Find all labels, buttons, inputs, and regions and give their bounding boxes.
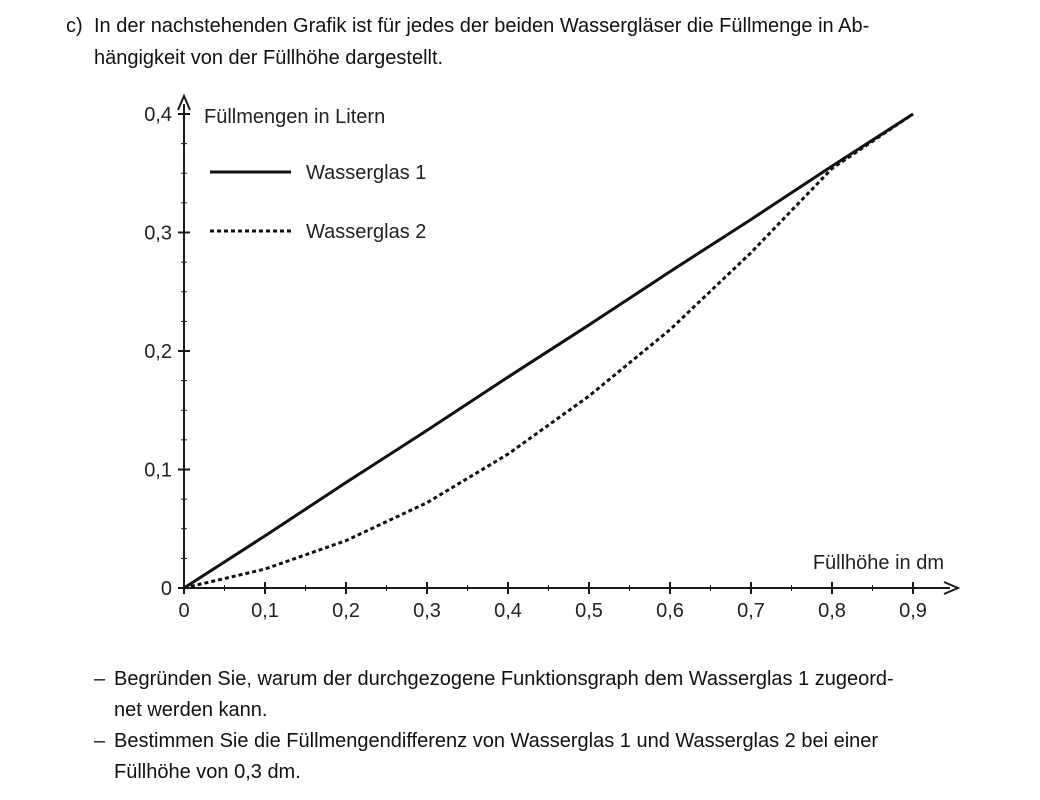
x-tick-label: 0,9 [899, 600, 927, 622]
x-major-ticks [183, 582, 914, 594]
task-2-line-2: Füllhöhe von 0,3 dm. [114, 761, 301, 783]
x-tick-label: 0,2 [332, 600, 360, 622]
x-axis-arrow [943, 581, 961, 595]
y-axis-arrow [177, 93, 191, 111]
task-item-1: – Begründen Sie, warum der durchgezogene… [94, 664, 1014, 726]
y-tick-label: 0 [161, 578, 172, 600]
intro-line-2: hängigkeit von der Füllhöhe dargestellt. [94, 47, 444, 69]
legend: Wasserglas 1 Wasserglas 2 [210, 162, 426, 243]
intro-line-1: In der nachstehenden Grafik ist für jede… [94, 15, 870, 37]
y-tick-labels: 0 0,1 0,2 0,3 0,4 [144, 104, 172, 600]
x-tick-label: 0,7 [737, 600, 765, 622]
legend-label-wasserglas-2: Wasserglas 2 [306, 221, 426, 243]
y-tick-label: 0,2 [144, 341, 172, 363]
series-line-wasserglas-2 [183, 112, 914, 590]
task-label: c) [66, 15, 83, 37]
x-axis-label: Füllhöhe in dm [813, 552, 944, 574]
x-tick-label: 0,3 [413, 600, 441, 622]
x-tick-label: 0,4 [494, 600, 522, 622]
task-list: – Begründen Sie, warum der durchgezogene… [94, 664, 1014, 788]
task-item-2: – Bestimmen Sie die Füllmengendifferenz … [94, 726, 1014, 788]
task-1-line-2: net werden kann. [114, 699, 268, 721]
x-tick-label: 0,8 [818, 600, 846, 622]
x-tick-label: 0 [178, 600, 189, 622]
y-tick-label: 0,3 [144, 223, 172, 245]
y-tick-label: 0,1 [144, 460, 172, 482]
x-tick-label: 0,5 [575, 600, 603, 622]
task-dash: – [94, 668, 106, 690]
y-axis-label: Füllmengen in Litern [204, 106, 385, 128]
task-1-line-1: Begründen Sie, warum der durchgezogene F… [114, 668, 894, 690]
series-line-wasserglas-1 [183, 112, 914, 590]
legend-label-wasserglas-1: Wasserglas 1 [306, 162, 426, 184]
task-dash: – [94, 730, 106, 752]
y-tick-label: 0,4 [144, 104, 172, 126]
x-tick-label: 0,6 [656, 600, 684, 622]
x-tick-labels: 0 0,1 0,2 0,3 0,4 0,5 0,6 0,7 0,8 0,9 [178, 600, 926, 622]
x-tick-label: 0,1 [251, 600, 279, 622]
task-2-line-1: Bestimmen Sie die Füllmengendifferenz vo… [114, 730, 879, 752]
